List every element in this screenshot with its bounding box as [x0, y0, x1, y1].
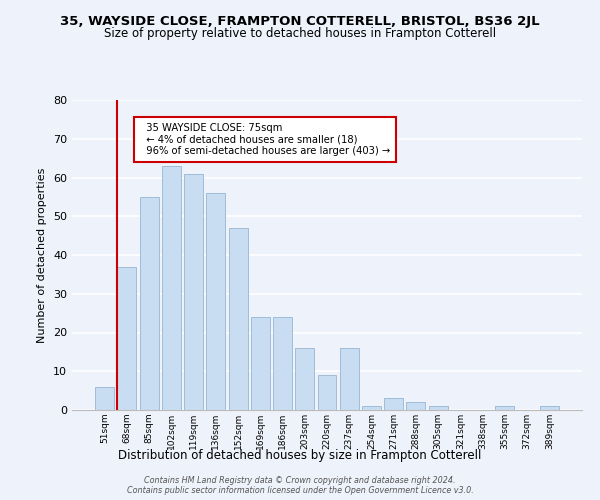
- Bar: [118, 266, 136, 410]
- Bar: [95, 387, 114, 410]
- Bar: [273, 317, 292, 410]
- Bar: [384, 398, 403, 410]
- Text: 35, WAYSIDE CLOSE, FRAMPTON COTTERELL, BRISTOL, BS36 2JL: 35, WAYSIDE CLOSE, FRAMPTON COTTERELL, B…: [60, 15, 540, 28]
- Bar: [229, 228, 248, 410]
- Bar: [496, 406, 514, 410]
- Bar: [340, 348, 359, 410]
- Bar: [317, 375, 337, 410]
- Bar: [251, 317, 270, 410]
- Bar: [362, 406, 381, 410]
- Y-axis label: Number of detached properties: Number of detached properties: [37, 168, 47, 342]
- Text: Contains public sector information licensed under the Open Government Licence v3: Contains public sector information licen…: [127, 486, 473, 495]
- Bar: [184, 174, 203, 410]
- Bar: [429, 406, 448, 410]
- Bar: [162, 166, 181, 410]
- Bar: [206, 193, 225, 410]
- Bar: [406, 402, 425, 410]
- Bar: [295, 348, 314, 410]
- Text: Size of property relative to detached houses in Frampton Cotterell: Size of property relative to detached ho…: [104, 28, 496, 40]
- Text: 35 WAYSIDE CLOSE: 75sqm
  ← 4% of detached houses are smaller (18)
  96% of semi: 35 WAYSIDE CLOSE: 75sqm ← 4% of detached…: [140, 123, 391, 156]
- Bar: [540, 406, 559, 410]
- Text: Distribution of detached houses by size in Frampton Cotterell: Distribution of detached houses by size …: [118, 448, 482, 462]
- Bar: [140, 197, 158, 410]
- Text: Contains HM Land Registry data © Crown copyright and database right 2024.: Contains HM Land Registry data © Crown c…: [144, 476, 456, 485]
